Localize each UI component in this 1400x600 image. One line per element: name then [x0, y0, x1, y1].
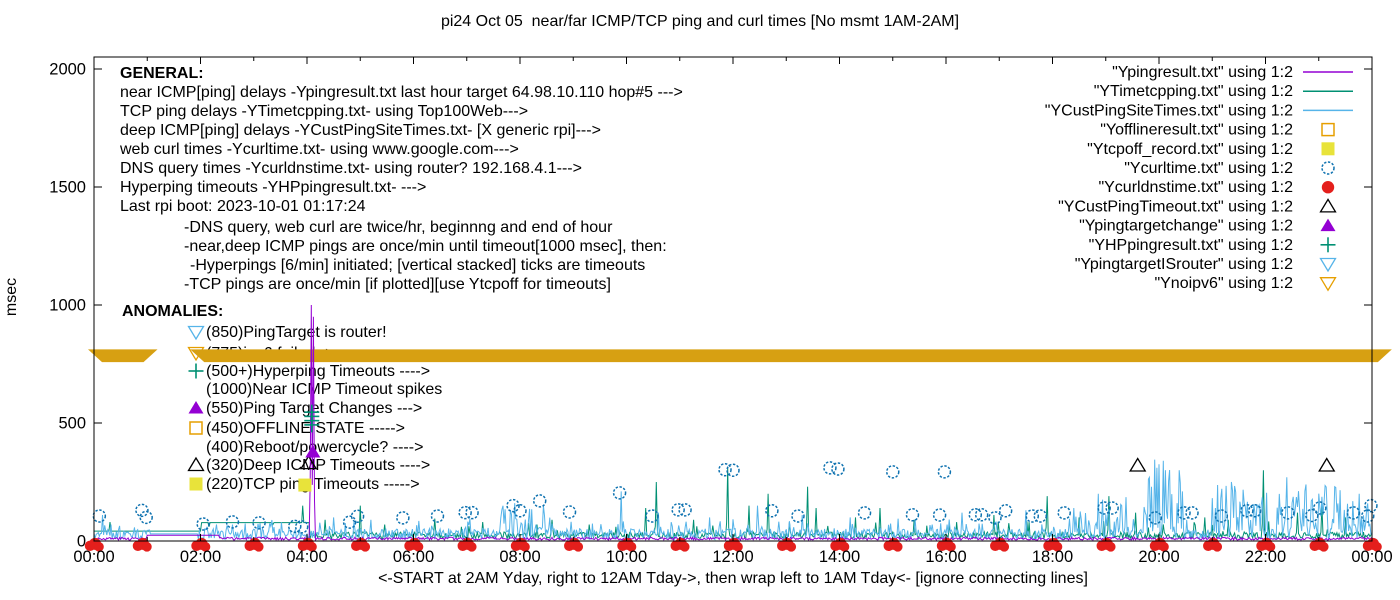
y-tick-label: 2000	[49, 61, 86, 79]
anomaly-line: (320)Deep ICMP Timeouts ---->	[206, 457, 430, 474]
series-YHPpingresult.txt	[304, 404, 320, 433]
legend-entry: "Ycurldnstime.txt" using 1:2	[1098, 179, 1335, 196]
legend-entry: "YHPpingresult.txt" using 1:2	[1089, 237, 1336, 254]
legend-label: "YCustPingSiteTimes.txt" using 1:2	[1045, 102, 1293, 119]
series-Ytcpoff_record.txt	[298, 478, 312, 492]
noipv6-band	[88, 349, 1392, 363]
anomaly-line: (450)OFFLINE STATE ----->	[206, 420, 405, 437]
x-axis-label: <-START at 2AM Yday, right to 12AM Tday-…	[378, 570, 1088, 587]
legend-label: "Ytcpoff_record.txt" using 1:2	[1087, 141, 1293, 158]
legend-label: "Yofflineresult.txt" using 1:2	[1100, 122, 1293, 139]
x-tick-label: 20:00	[1138, 548, 1179, 566]
y-tick-label: 1000	[49, 297, 86, 315]
anomaly-line: (400)Reboot/powercycle? ---->	[206, 439, 423, 456]
legend-entry: "Ycurltime.txt" using 1:2	[1124, 160, 1335, 177]
x-tick-label: 12:00	[712, 548, 753, 566]
legend-label: "YTimetcpping.txt" using 1:2	[1094, 83, 1293, 100]
legend-label: "Ypingtargetchange" using 1:2	[1079, 218, 1293, 235]
general-line: Last rpi boot: 2023-10-01 01:17:24	[120, 198, 366, 215]
general-line: Hyperping timeouts -YHPpingresult.txt- -…	[120, 179, 426, 196]
x-tick-label: 22:00	[1245, 548, 1286, 566]
axes: 00:00 02:00 04:00 06:00 08:00 10:00 12:00 14:00…	[49, 56, 1393, 566]
series-Ypingtargetchange	[305, 445, 321, 458]
series-YCustPingTimeout.txt	[299, 454, 1336, 472]
legend-label: "YCustPingTimeout.txt" using 1:2	[1058, 198, 1293, 215]
general-line: TCP ping delays -YTimetcpping.txt- using…	[120, 103, 528, 120]
series-Ycurltime.txt	[92, 461, 1378, 534]
x-tick-label: 04:00	[286, 548, 327, 566]
anomaly-line: (500+)Hyperping Timeouts ---->	[206, 363, 430, 380]
general-heading: GENERAL:	[120, 65, 204, 82]
legend-entry: "Yofflineresult.txt" using 1:2	[1100, 122, 1335, 139]
legend-entry: "Ytcpoff_record.txt" using 1:2	[1087, 141, 1335, 158]
x-tick-label: 18:00	[1032, 548, 1073, 566]
general-line: web curl times -Ycurltime.txt- using www…	[119, 141, 519, 158]
x-tick-label: 00:00	[1351, 548, 1392, 566]
legend-label: "YHPpingresult.txt" using 1:2	[1089, 237, 1293, 254]
y-tick-label: 0	[77, 533, 86, 551]
x-tick-label: 08:00	[499, 548, 540, 566]
legend-entry: "Ynoipv6" using 1:2	[1154, 275, 1337, 292]
x-tick-label: 02:00	[180, 548, 221, 566]
legend-entry: "YTimetcpping.txt" using 1:2	[1094, 83, 1353, 100]
general-note: -Hyperpings [6/min] initiated; [vertical…	[190, 257, 645, 274]
general-note: -near,deep ICMP pings are once/min until…	[184, 238, 667, 255]
legend-entry: "YCustPingTimeout.txt" using 1:2	[1058, 198, 1337, 215]
chart-title: pi24 Oct 05 near/far ICMP/TCP ping and c…	[440, 13, 960, 30]
legend-entry: "YCustPingSiteTimes.txt" using 1:2	[1045, 102, 1353, 119]
general-note: -DNS query, web curl are twice/hr, begin…	[184, 219, 613, 236]
anomaly-line: (1000)Near ICMP Timeout spikes	[206, 381, 442, 398]
x-tick-label: 06:00	[393, 548, 434, 566]
legend: "Ypingresult.txt" using 1:2 "YTimetcpping…	[1045, 64, 1353, 292]
x-tick-label: 16:00	[925, 548, 966, 566]
anomaly-line: (850)PingTarget is router!	[206, 324, 387, 341]
legend-entry: "Ypingtargetchange" using 1:2	[1079, 218, 1336, 235]
general-line: DNS query times -Ycurldnstime.txt- using…	[120, 160, 582, 177]
x-tick-label: 14:00	[819, 548, 860, 566]
legend-entry: "Ypingresult.txt" using 1:2	[1112, 64, 1353, 81]
legend-label: "Ycurldnstime.txt" using 1:2	[1098, 179, 1293, 196]
general-note: -TCP pings are once/min [if plotted][use…	[184, 276, 611, 293]
x-tick-label: 10:00	[606, 548, 647, 566]
general-line: near ICMP[ping] delays -Ypingresult.txt …	[120, 84, 683, 101]
legend-label: "Ycurltime.txt" using 1:2	[1124, 160, 1293, 177]
legend-label: "Ypingresult.txt" using 1:2	[1112, 64, 1293, 81]
y-tick-label: 1500	[49, 179, 86, 197]
general-line: deep ICMP[ping] delays -YCustPingSiteTim…	[120, 122, 601, 139]
legend-label: "YpingtargetISrouter" using 1:2	[1075, 256, 1293, 273]
y-tick-label: 500	[58, 415, 86, 433]
anomalies-heading: ANOMALIES:	[122, 303, 223, 320]
legend-label: "Ynoipv6" using 1:2	[1154, 275, 1293, 292]
x-tick-label: 00:00	[73, 548, 114, 566]
legend-entry: "YpingtargetISrouter" using 1:2	[1075, 256, 1337, 273]
plot-annotations: GENERAL: near ICMP[ping] delays -Ypingres…	[119, 65, 683, 493]
